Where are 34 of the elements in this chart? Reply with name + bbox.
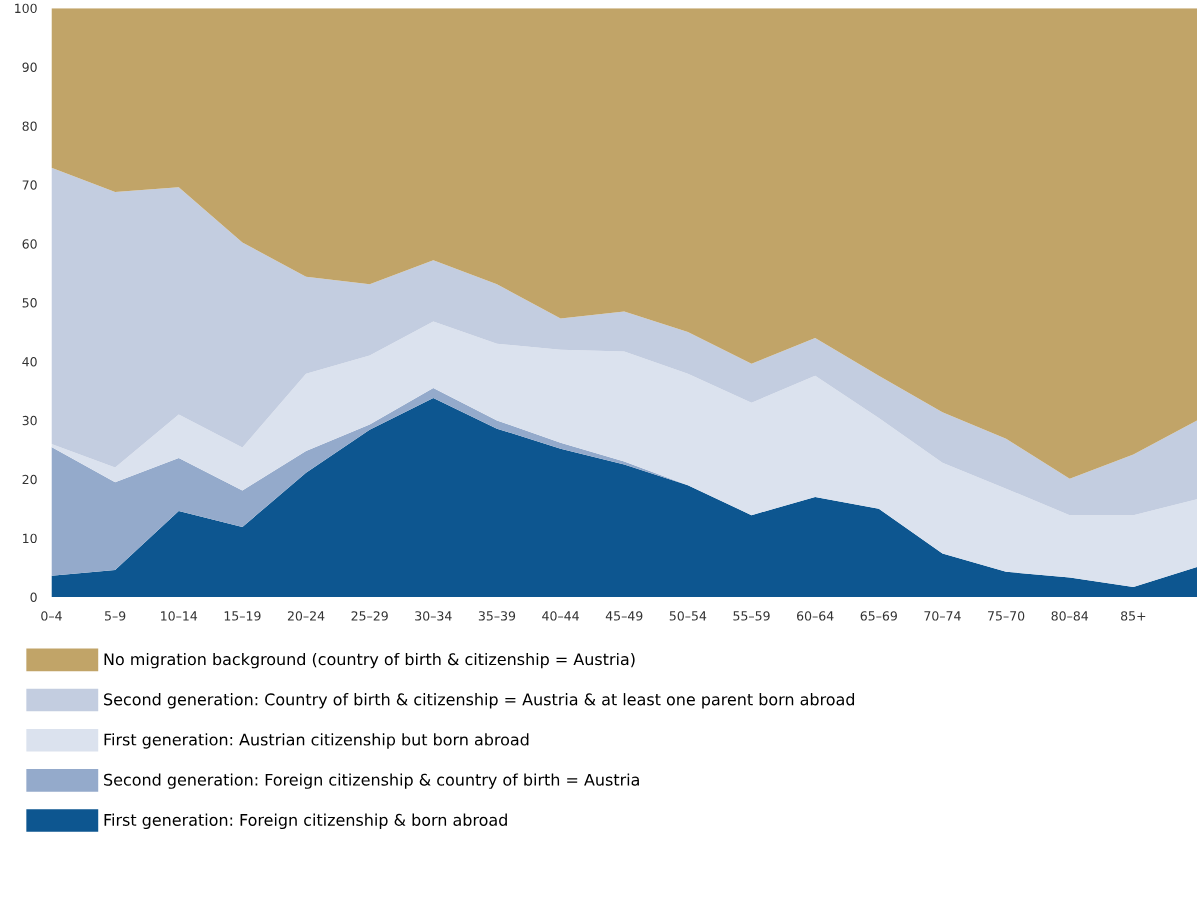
legend-label: First generation: Foreign citizenship & born abroad: [104, 813, 507, 830]
y-tick-label: 100: [15, 3, 37, 14]
x-tick-label: 0–4: [41, 611, 62, 621]
y-tick-label: 0: [30, 592, 37, 602]
y-tick-label: 60: [22, 239, 37, 249]
x-tick-label: 65–69: [860, 611, 897, 621]
legend-label: First generation: Austrian citizenship but born abroad: [104, 733, 529, 749]
y-tick-label: 30: [22, 415, 37, 426]
x-tick-label: 45–49: [605, 611, 643, 621]
x-tick-label: 10–14: [161, 611, 198, 621]
legend-label: Second generation: Country of birth & citizenship = Austria & at least one parent born abroad: [104, 693, 855, 709]
x-tick-label: 30–34: [415, 611, 452, 621]
y-tick-label: 70: [22, 180, 37, 190]
y-tick-label: 90: [22, 62, 37, 72]
x-tick-label: 60–64: [797, 611, 834, 621]
x-tick-label: 35–39: [478, 611, 516, 621]
x-tick-label: 20–24: [287, 611, 325, 621]
x-tick-label: 40–44: [542, 611, 579, 621]
x-tick-label: 80–84: [1051, 611, 1089, 621]
legend-label: Second generation: Foreign citizenship & country of birth = Austria: [104, 773, 639, 789]
legend-label: No migration background (country of birth & citizenship = Austria): [104, 652, 635, 669]
x-tick-label: 75–70: [988, 611, 1025, 621]
x-tick-label: 55–59: [733, 611, 770, 621]
x-tick-label: 85+: [1121, 611, 1146, 621]
y-tick-label: 40: [22, 356, 37, 367]
x-tick-label: 50–54: [669, 611, 707, 621]
x-tick-label: 15–19: [224, 611, 261, 621]
x-tick-label: 5–9: [105, 611, 126, 621]
x-tick-label: 70–74: [924, 611, 961, 621]
y-tick-label: 50: [22, 298, 37, 308]
x-tick-label: 25–29: [351, 611, 388, 621]
y-tick-label: 20: [22, 474, 37, 485]
y-tick-label: 80: [22, 121, 37, 131]
y-tick-label: 10: [23, 533, 37, 544]
